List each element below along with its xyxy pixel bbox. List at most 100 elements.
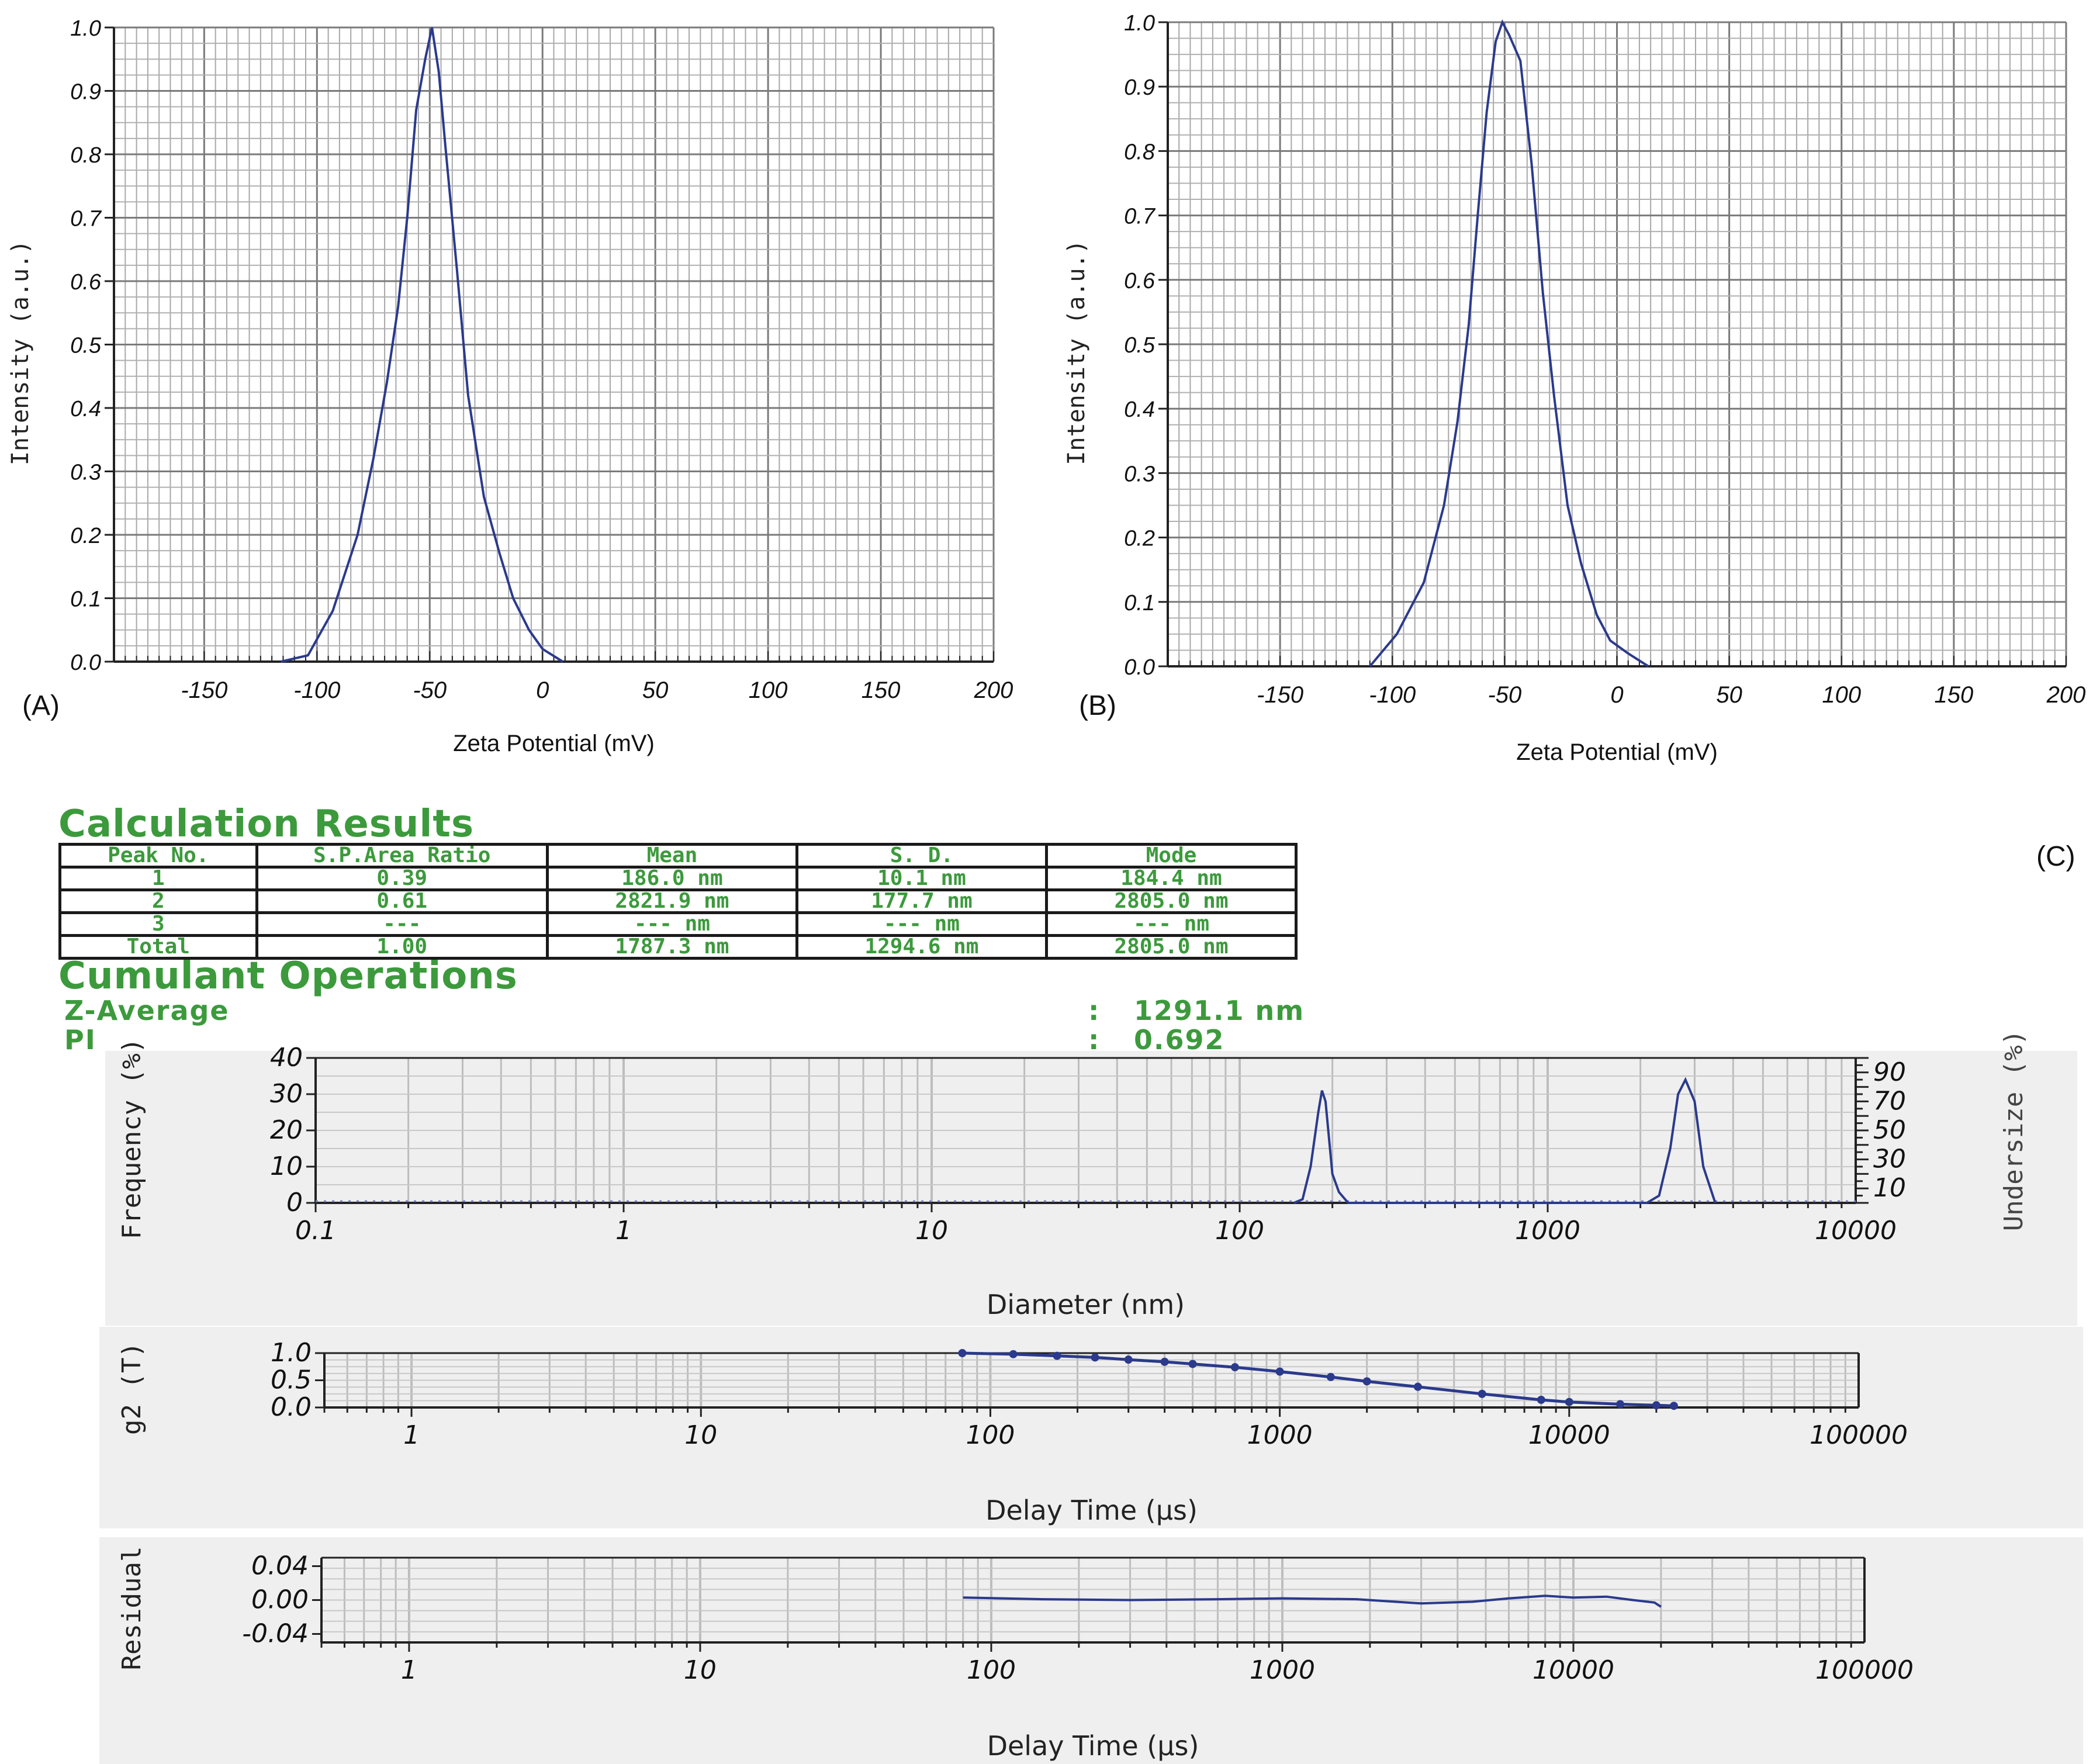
y-tick-label: 0.3 [1124,462,1155,486]
y-axis-label: Residual [117,1547,147,1670]
x-tick-label: 1000 [1515,1216,1580,1246]
x-tick-label: -100 [1369,682,1416,708]
pi-separator: : [1088,1024,1101,1056]
x-tick-label: 10000 [1815,1216,1897,1246]
x-tick-label: 10 [915,1216,948,1246]
y-tick-label: 30 [270,1079,303,1109]
table-cell: Total [58,934,258,960]
pi-label: PI [64,1024,96,1056]
x-tick-label: 1 [403,1420,420,1450]
y-tick-label: 0.6 [1124,269,1156,293]
x-tick-label: 100 [1822,682,1861,708]
panel-label-c: (C) [2036,841,2075,872]
x-tick-label: 0.1 [295,1216,336,1246]
x-tick-label: 10000 [1528,1420,1610,1450]
x-tick-label: 100000 [1815,1655,1914,1685]
data-point [1124,1355,1133,1364]
y-tick-label: 0.8 [1124,140,1155,164]
y2-axis-label: Undersize (%) [1999,1030,2029,1231]
table-cell: 1 [58,866,258,891]
table-cell: 3 [58,911,258,937]
y-tick-label: 1.0 [1124,11,1155,36]
calculation-results: Calculation Results Peak No. S.P.Area Ra… [58,805,1344,995]
series-line [281,27,563,663]
y-tick-label: 0.5 [70,334,102,358]
table-cell: --- nm [1044,911,1298,937]
y-tick-label: 0.5 [271,1365,312,1395]
data-point [1009,1350,1018,1358]
table-cell: 177.7 nm [795,888,1048,914]
data-point [1091,1353,1099,1362]
table-cell: 0.39 [255,866,549,891]
results-header-row: Peak No. S.P.Area Ratio Mean S. D. Mode [58,843,1298,869]
x-tick-label: -100 [293,677,340,703]
x-tick-label: -150 [181,677,227,703]
table-cell: --- nm [545,911,798,937]
data-point [1188,1360,1197,1368]
y-tick-label: 0.0 [1124,655,1155,680]
table-cell: 2 [58,888,258,914]
y2-tick-label: 70 [1873,1086,1906,1116]
y-tick-label: 0.7 [1124,205,1156,229]
results-column-header: Mode [1044,843,1298,869]
data-point [1362,1377,1371,1386]
y-tick-label: 1.0 [70,16,101,41]
y-tick-label: 10 [270,1151,303,1181]
x-tick-label: 200 [2046,682,2086,708]
x-tick-label: 50 [1716,682,1742,708]
table-cell: 10.1 nm [795,866,1048,891]
y2-tick-label: 90 [1873,1057,1906,1087]
y-tick-label: 0.1 [70,587,101,612]
panel-label-b: (B) [1079,690,1116,721]
x-tick-label: 100 [1215,1216,1264,1246]
x-axis-label: Diameter (nm) [987,1289,1185,1320]
x-tick-label: 1000 [1247,1420,1313,1450]
table-cell: 186.0 nm [545,866,798,891]
x-axis-label: Delay Time (µs) [985,1495,1198,1526]
series-line [962,1351,1674,1407]
y-tick-label: 0.2 [1124,527,1155,551]
table-row: 1 0.39 186.0 nm 10.1 nm 184.4 nm [58,866,1298,891]
y-tick-label: 0.9 [1124,75,1155,100]
z-average-separator: : [1088,995,1101,1026]
results-column-header: Mean [545,843,798,869]
series-line [963,1594,1662,1608]
data-point [1275,1367,1284,1376]
x-tick-label: -50 [413,677,447,703]
table-cell: 184.4 nm [1044,866,1298,891]
data-point [1537,1395,1545,1404]
table-cell: 0.61 [255,888,549,914]
x-axis-label: Zeta Potential (mV) [1516,739,1718,765]
cumulant-title: Cumulant Operations [58,954,518,998]
y2-tick-label: 50 [1873,1115,1906,1145]
z-average-value: 1291.1 nm [1134,995,1305,1026]
data-point [1669,1402,1678,1410]
y-tick-label: 1.0 [271,1338,312,1368]
data-point [1160,1357,1169,1366]
y-tick-label: 0.9 [70,80,101,105]
table-cell: 1.00 [255,934,549,960]
table-cell: 2805.0 nm [1044,888,1298,914]
y-tick-label: 0.3 [70,461,101,485]
results-column-header: Peak No. [58,843,258,869]
series-line [1369,19,1649,667]
data-point [1053,1351,1061,1360]
y-tick-label: 0.04 [251,1551,309,1581]
y-tick-label: 0.1 [1124,591,1155,615]
table-cell: 1294.6 nm [795,934,1048,960]
y-tick-label: 0.7 [70,207,102,231]
chart-panel-background [99,1537,2083,1764]
x-tick-label: 0 [1610,682,1623,708]
x-tick-label: 100 [967,1655,1016,1685]
results-column-header: S.P.Area Ratio [255,843,549,869]
y-tick-label: 0.2 [70,524,101,548]
y-tick-label: 20 [270,1115,303,1145]
y-tick-label: 0.5 [1124,333,1156,358]
data-point [1565,1398,1573,1406]
x-tick-label: 100 [966,1420,1015,1450]
x-tick-label: 100 [749,677,788,703]
results-title: Calculation Results [58,803,475,846]
y-tick-label: 0.4 [70,397,101,421]
data-point [1230,1363,1239,1372]
panel-label-a: (A) [22,690,60,721]
